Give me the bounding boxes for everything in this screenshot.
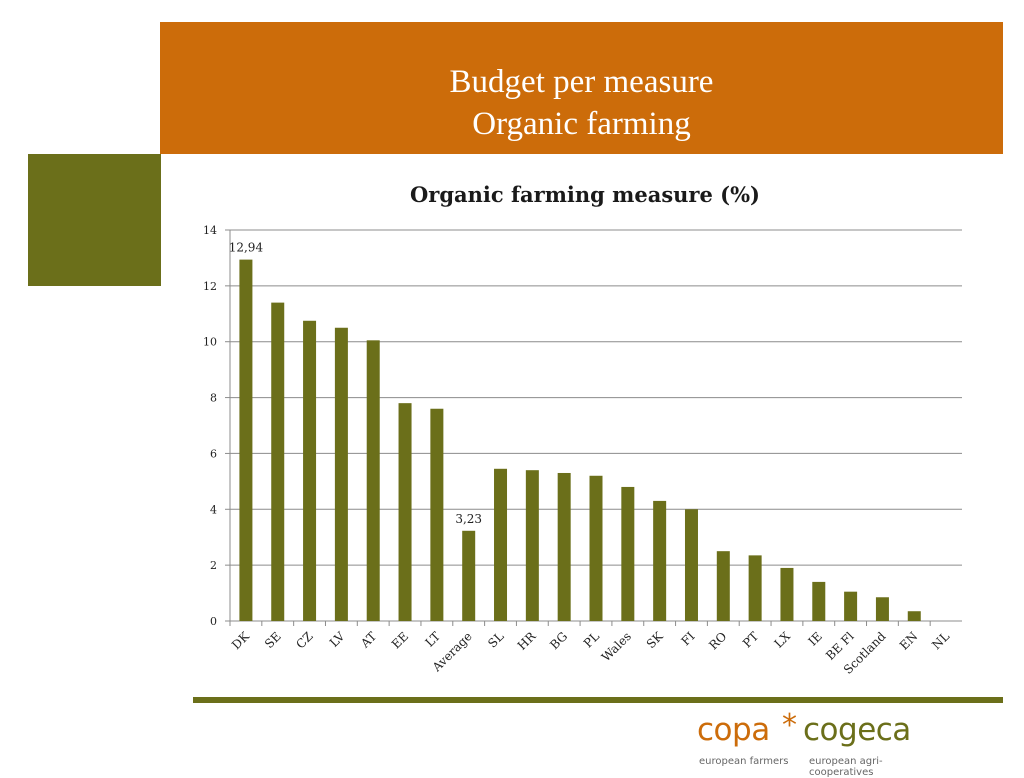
x-tick-label: LT [422, 629, 443, 650]
x-tick-label: FI [678, 629, 697, 648]
bar-fi [684, 509, 698, 621]
bar-lv [334, 327, 348, 621]
bar-cz [303, 320, 317, 621]
bar-ee [398, 403, 412, 621]
x-tick-label: IE [805, 629, 824, 648]
x-tick-label: DK [229, 628, 253, 652]
x-tick-label: SL [485, 629, 506, 650]
data-label: 3,23 [455, 512, 482, 526]
y-tick-label: 4 [210, 503, 217, 516]
bar-lt [430, 408, 444, 621]
x-tick-label: NL [929, 629, 952, 652]
y-tick-label: 10 [203, 336, 217, 349]
logo-tagline-farmers: european farmers [699, 756, 789, 767]
bar-dk [239, 259, 253, 621]
bar-en [907, 611, 921, 621]
bar-sk [653, 500, 667, 621]
x-tick-label: HR [515, 629, 539, 653]
logo-tagline-cooperatives: european agri-cooperatives [809, 756, 883, 778]
slide-title-line1: Budget per measure [449, 64, 714, 100]
bar-sl [494, 468, 508, 621]
x-tick-label: SK [644, 628, 667, 651]
data-label: 12,94 [229, 241, 264, 255]
bar-bg [557, 472, 571, 621]
x-tick-label: PL [581, 629, 602, 650]
bar-average [462, 530, 476, 621]
bar-pt [748, 555, 762, 621]
bottom-divider [193, 697, 1003, 703]
bar-hr [525, 470, 539, 621]
bar-be-fl [844, 591, 858, 621]
bar-wales [621, 486, 635, 621]
y-tick-label: 2 [210, 559, 217, 572]
x-tick-label: SE [262, 629, 284, 651]
x-tick-label: BG [547, 629, 570, 652]
bar-scotland [875, 597, 889, 621]
bar-at [366, 340, 380, 621]
x-tick-label: LX [772, 629, 794, 651]
x-tick-label: Wales [599, 629, 634, 664]
y-tick-label: 14 [203, 224, 217, 237]
y-tick-label: 8 [210, 392, 217, 405]
x-tick-label: CZ [293, 629, 315, 651]
x-tick-label: LV [327, 629, 348, 650]
x-tick-label: AT [357, 629, 379, 651]
bar-ro [716, 551, 730, 621]
chart-title: Organic farming measure (%) [410, 182, 760, 207]
logo-star-icon: * [782, 708, 797, 743]
x-tick-label: PT [740, 629, 761, 650]
slide-header: Budget per measure Organic farming [160, 22, 1003, 154]
x-tick-label: RO [706, 629, 729, 652]
bar-lx [780, 567, 794, 621]
x-tick-label: EN [897, 629, 921, 653]
slide-title-line2: Organic farming [472, 106, 691, 142]
bar-pl [589, 475, 603, 621]
y-tick-label: 12 [203, 280, 217, 293]
copa-cogeca-logo: copa * cogeca european farmers european … [697, 708, 937, 778]
y-tick-label: 6 [210, 447, 217, 460]
logo-cogeca-text: cogeca [803, 712, 911, 748]
bar-se [271, 302, 285, 621]
bar-ie [812, 581, 826, 621]
logo-copa-text: copa [697, 712, 770, 748]
y-tick-label: 0 [210, 615, 217, 628]
decorative-square [28, 154, 161, 286]
x-tick-label: EE [389, 629, 411, 651]
